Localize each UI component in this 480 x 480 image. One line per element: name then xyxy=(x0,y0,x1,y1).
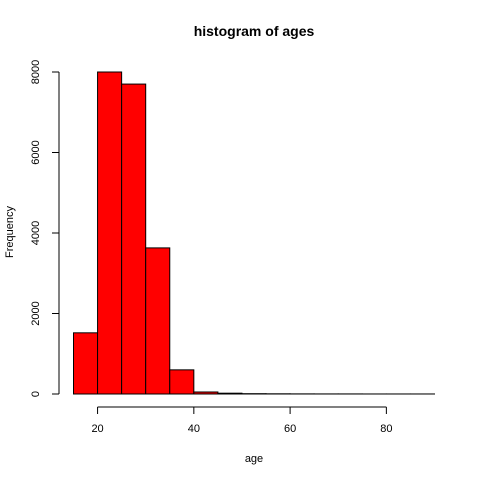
y-tick-label: 8000 xyxy=(30,60,42,84)
histogram-bar xyxy=(145,247,171,395)
histogram-bar xyxy=(73,332,99,395)
histogram-bar xyxy=(121,83,147,395)
histogram-bar xyxy=(217,392,243,395)
y-axis: 0 2000 4000 6000 8000 xyxy=(30,60,60,397)
histogram-bar xyxy=(193,391,219,395)
histogram-bar xyxy=(169,369,195,395)
x-axis: 20 40 60 80 xyxy=(91,406,392,435)
chart-title: histogram of ages xyxy=(194,23,315,39)
y-tick-label: 4000 xyxy=(30,221,42,245)
x-axis-label: age xyxy=(245,453,263,465)
bars-group xyxy=(73,71,435,395)
x-tick-label: 80 xyxy=(380,423,392,435)
histogram-bar xyxy=(97,71,123,395)
y-tick-label: 0 xyxy=(30,391,42,397)
y-tick-label: 6000 xyxy=(30,140,42,164)
x-tick-label: 40 xyxy=(188,423,200,435)
x-tick-label: 60 xyxy=(284,423,296,435)
y-axis-label: Frequency xyxy=(4,206,16,258)
y-tick-label: 2000 xyxy=(30,301,42,325)
x-tick-label: 20 xyxy=(91,423,103,435)
